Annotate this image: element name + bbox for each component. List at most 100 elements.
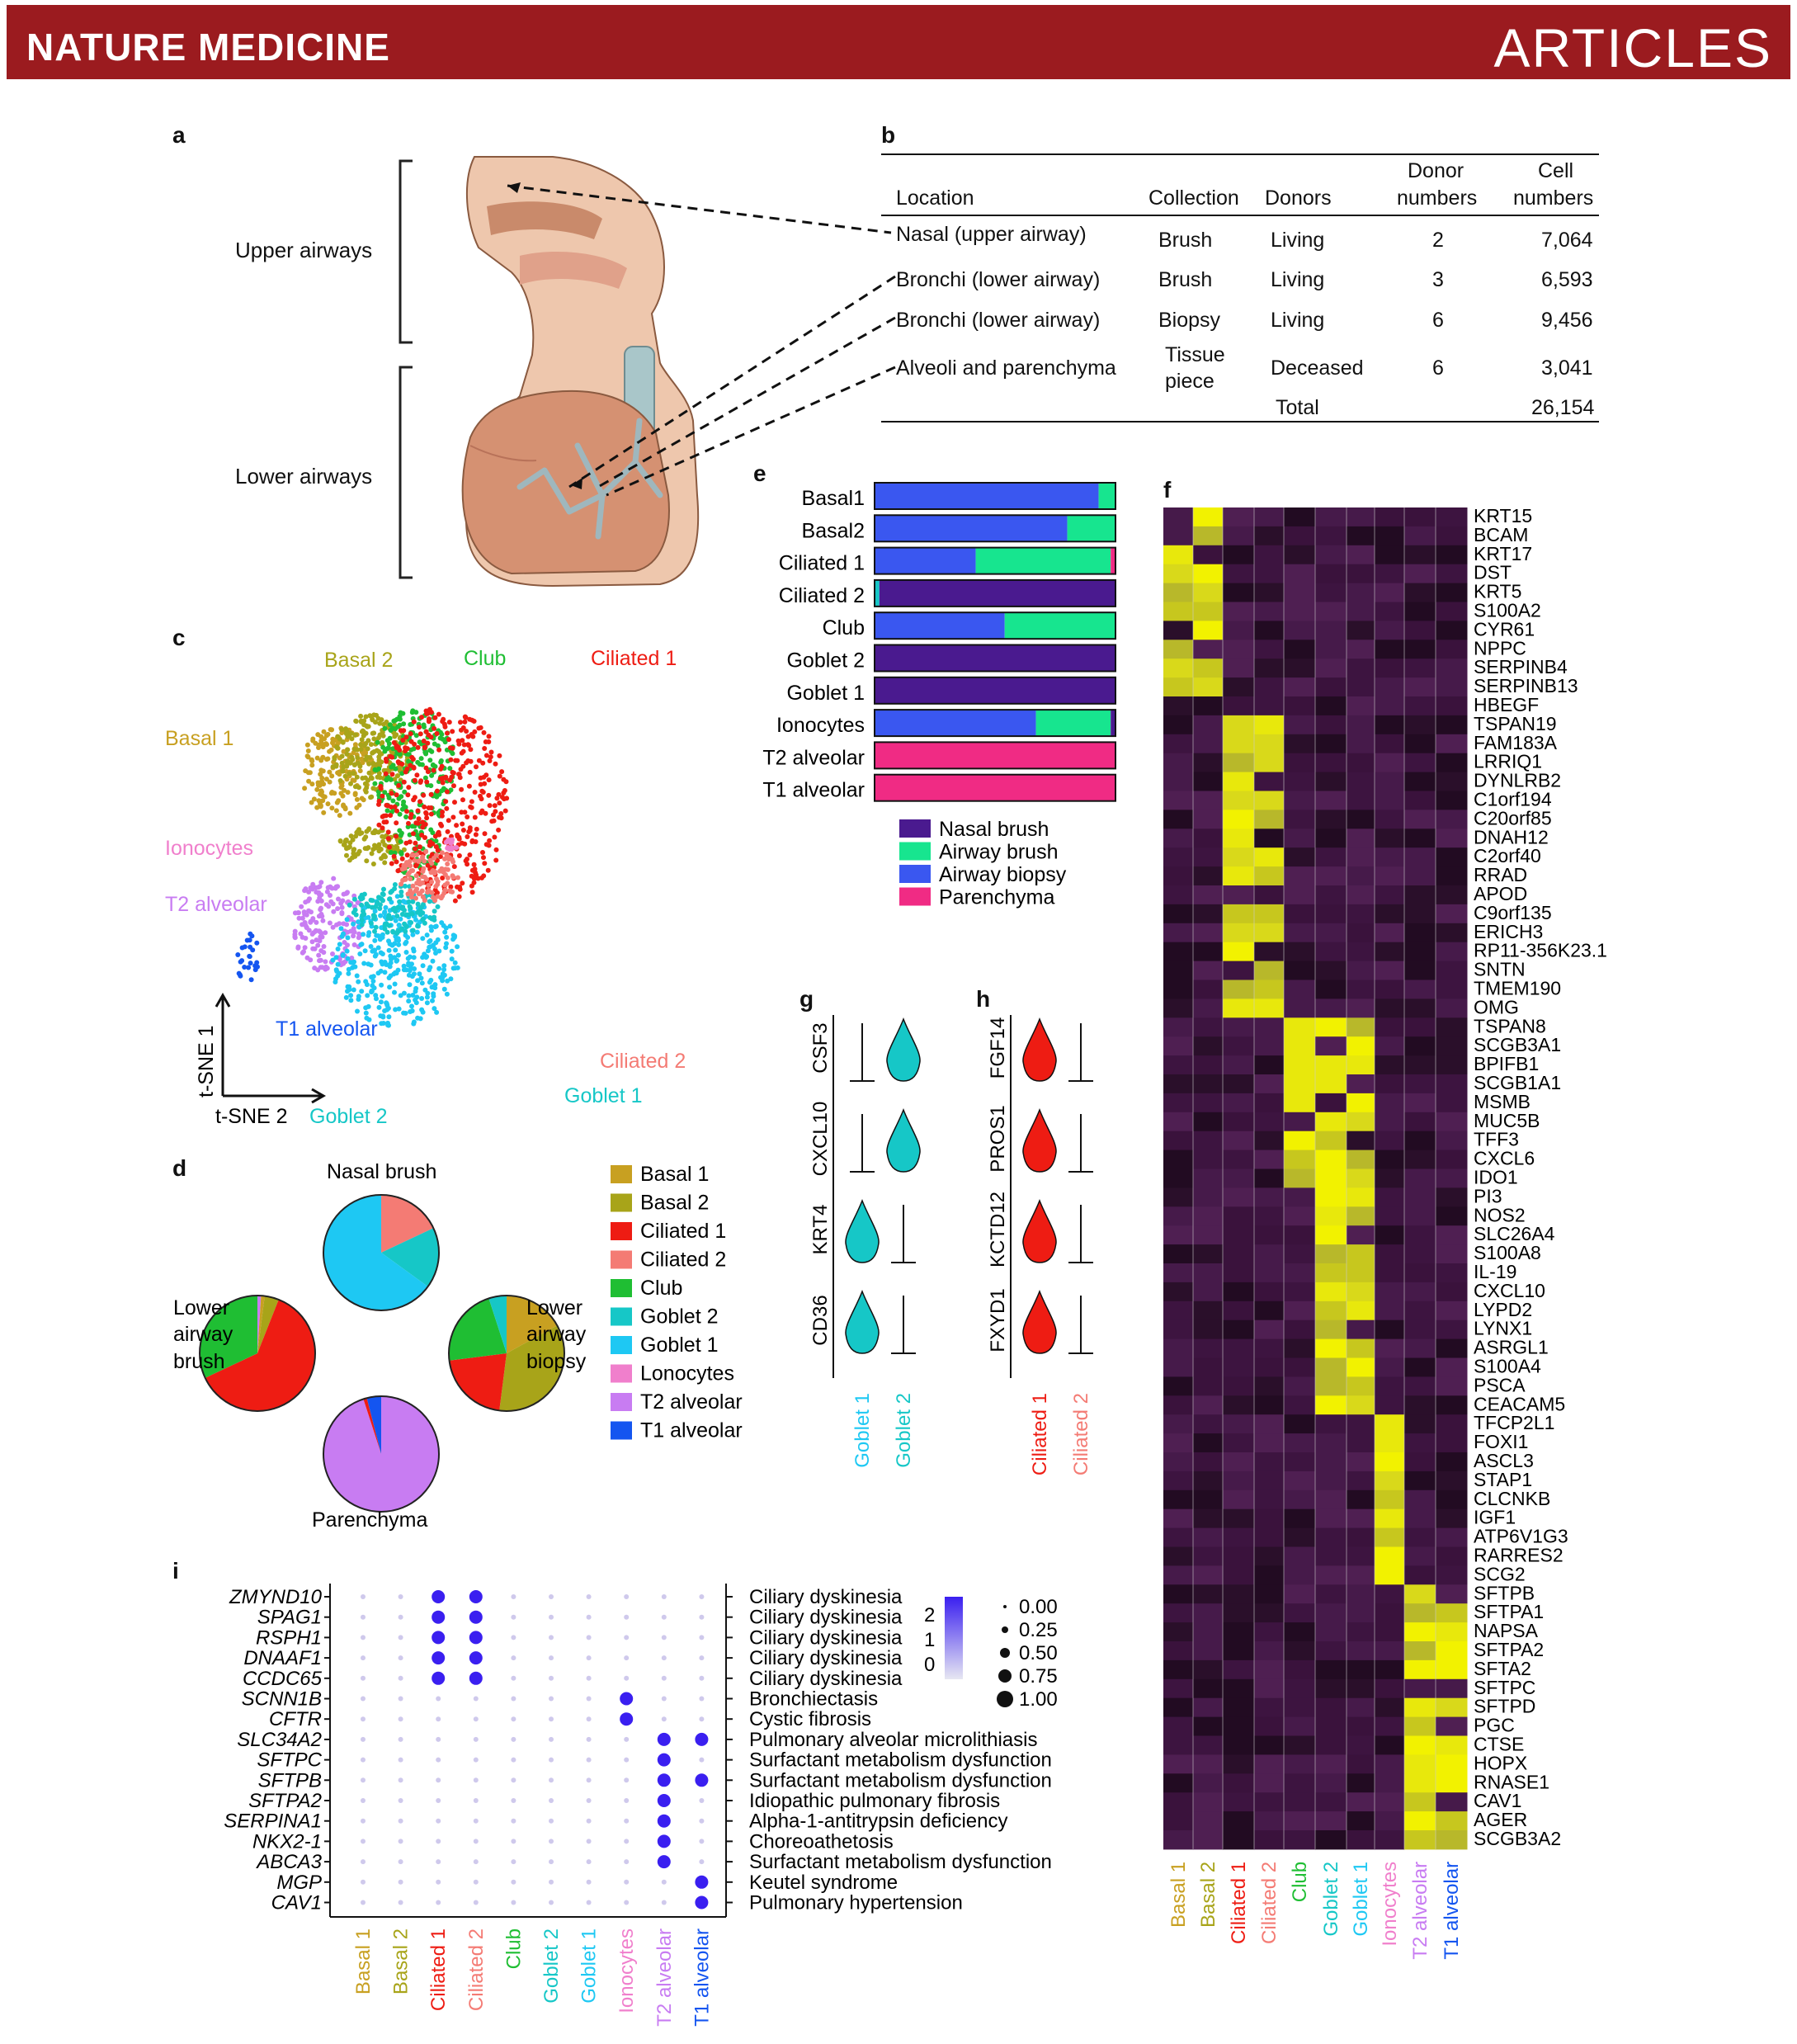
heatmap-cell (1193, 1603, 1224, 1623)
heatmap-cell (1223, 810, 1255, 829)
heatmap-cell (1347, 1792, 1375, 1812)
heatmap-cell (1223, 1433, 1255, 1453)
tsne-point (333, 955, 339, 961)
heatmap-gene-label: IGF1 (1474, 1507, 1516, 1528)
dotplot-dot (473, 1757, 479, 1763)
heatmap-cell (1315, 810, 1347, 829)
heatmap-cell (1223, 1395, 1255, 1415)
heatmap-cell (1223, 1584, 1255, 1604)
dotplot-dot (586, 1757, 592, 1763)
dotplot-dot (699, 1859, 705, 1865)
tsne-point (348, 730, 354, 736)
tsne-point (384, 802, 389, 808)
heatmap-cell (1375, 715, 1405, 735)
heatmap-cell (1315, 1168, 1347, 1188)
heatmap-cell (1193, 1338, 1224, 1358)
tsne-point (445, 730, 450, 736)
tsne-point (376, 798, 382, 804)
tsne-point (393, 1007, 399, 1013)
heatmap-cell (1404, 885, 1436, 905)
heatmap-cell (1193, 1830, 1224, 1850)
dotplot-dot (695, 1732, 709, 1746)
heatmap-cell (1347, 545, 1375, 565)
tsne-point (405, 935, 411, 940)
heatmap-cell (1193, 1131, 1224, 1151)
heatmap-cell (1163, 866, 1194, 886)
bar-row-label: T1 alveolar (762, 779, 865, 802)
bar-row-label: Ciliated 1 (779, 552, 865, 575)
heatmap-cell (1315, 1659, 1347, 1680)
dotplot-dot (432, 1671, 446, 1685)
heatmap-cell (1315, 1452, 1347, 1472)
heatmap-gene-label: RP11-356K23.1 (1474, 940, 1607, 961)
heatmap-cell (1347, 772, 1375, 791)
pie-legend-swatch (611, 1336, 632, 1354)
heatmap-gene-label: SERPINB13 (1474, 675, 1578, 696)
dotplot-dot (436, 1757, 441, 1763)
tsne-point (321, 810, 327, 815)
dotplot-dot (661, 1675, 667, 1681)
heatmap-cell (1347, 1508, 1375, 1529)
bar-segment (975, 547, 1111, 574)
tsne-point (320, 744, 326, 750)
table-header-cell-numbers-1: Cell (1538, 159, 1574, 182)
heatmap-gene-label: CAV1 (1474, 1790, 1521, 1811)
tsne-point (406, 993, 412, 998)
tsne-point (446, 737, 451, 743)
dotplot-dot (624, 1757, 630, 1763)
heatmap-cell (1223, 828, 1255, 848)
heatmap-cell (1163, 998, 1194, 1018)
tsne-point (361, 891, 367, 897)
heatmap-gene-label: SERPINB4 (1474, 656, 1568, 677)
tsne-point (403, 899, 408, 905)
heatmap-cell (1163, 1093, 1194, 1113)
heatmap-cell (1347, 961, 1375, 980)
heatmap-cell (1315, 1131, 1347, 1151)
tsne-point (405, 956, 411, 961)
heatmap-cell (1163, 621, 1194, 640)
heatmap-cell (1315, 602, 1347, 621)
heatmap-cell (1254, 1074, 1285, 1094)
tsne-point (441, 890, 447, 896)
heatmap-cell (1315, 980, 1347, 999)
violin-flat (850, 1023, 875, 1082)
heatmap-cell (1404, 1376, 1436, 1396)
heatmap-cell (1223, 791, 1255, 810)
pie-legend-swatch (611, 1250, 632, 1269)
tsne-point (324, 889, 330, 895)
tsne-point (242, 944, 248, 950)
heatmap-cell (1223, 942, 1255, 962)
tsne-point (426, 888, 432, 893)
heatmap-cell (1163, 1074, 1194, 1094)
tsne-point (390, 762, 396, 768)
tsne-point (412, 857, 417, 863)
dotplot-dot (624, 1798, 630, 1803)
table-header-cell-numbers-2: numbers (1513, 186, 1594, 210)
tsne-point (488, 754, 493, 760)
dotplot-dot (699, 1757, 705, 1763)
tsne-point (487, 803, 493, 809)
heatmap-column-label: T2 alveolar (1409, 1862, 1431, 1960)
heatmap-cell (1436, 923, 1468, 943)
tsne-point (438, 821, 443, 827)
dotplot-column-label: T1 alveolar (691, 1928, 713, 2027)
tsne-point (423, 729, 429, 734)
dotplot-dot (657, 1834, 671, 1848)
heatmap-cell (1315, 715, 1347, 735)
heatmap-cell (1315, 1678, 1347, 1699)
dotplot-dot (398, 1594, 403, 1599)
tsne-point (388, 728, 394, 733)
dotplot-dot (586, 1879, 592, 1885)
tsne-point (330, 951, 335, 956)
tsne-point (295, 945, 301, 951)
tsne-point (347, 987, 352, 993)
heatmap-cell (1375, 904, 1405, 924)
heatmap-cell (1347, 1036, 1375, 1056)
heatmap-cell (1436, 1546, 1468, 1566)
tsne-point (335, 906, 341, 912)
heatmap-cell (1436, 961, 1468, 980)
dotplot-dot (586, 1798, 592, 1803)
dotplot-dot (473, 1879, 479, 1885)
heatmap-cell (1315, 885, 1347, 905)
heatmap-column-label: Ciliated 1 (1228, 1862, 1250, 1944)
